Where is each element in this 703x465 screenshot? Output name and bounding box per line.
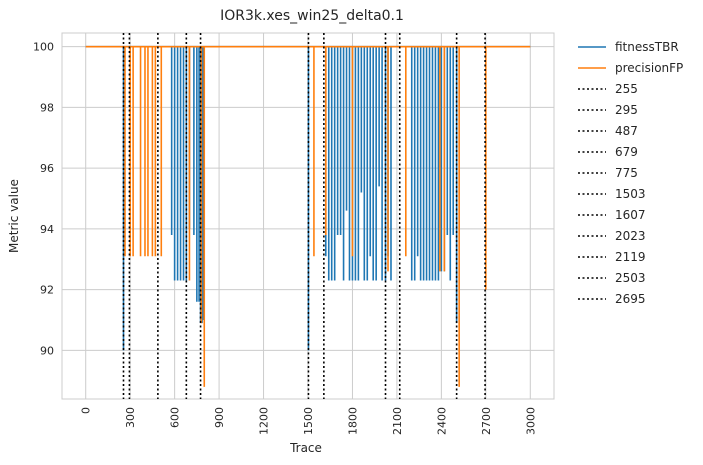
x-axis-ticks: 0 300 600 900 1200 1500 1800 2100 2400 2700 3000 [80,407,538,435]
x-tick-label: 300 [124,407,137,428]
series-lines [85,45,531,387]
x-tick-label: 0 [80,407,93,414]
x-tick-label: 3000 [524,407,537,435]
x-tick-label: 1500 [302,407,315,435]
legend-label: 1503 [615,187,646,201]
x-tick-label: 900 [213,407,226,428]
y-tick-label: 94 [40,223,54,236]
legend-label: 2695 [615,292,646,306]
legend-label: 2503 [615,271,646,285]
y-axis-ticks: 90 92 94 96 98 100 [33,41,54,358]
legend-label: precisionFP [615,61,683,75]
legend-label: 775 [615,166,638,180]
y-tick-label: 100 [33,41,54,54]
x-tick-label: 600 [169,407,182,428]
y-tick-label: 96 [40,162,54,175]
legend-label: fitnessTBR [615,40,679,54]
y-tick-label: 98 [40,101,54,114]
x-tick-label: 2100 [391,407,404,435]
x-tick-label: 1800 [346,407,359,435]
legend-label: 295 [615,103,638,117]
y-axis-label: Metric value [7,179,21,253]
x-tick-label: 2400 [435,407,448,435]
legend-label: 487 [615,124,638,138]
legend-label: 679 [615,145,638,159]
y-tick-label: 90 [40,344,54,357]
legend-label: 2119 [615,250,646,264]
legend-label: 1607 [615,208,646,222]
chart-title: IOR3k.xes_win25_delta0.1 [220,8,404,24]
y-tick-label: 92 [40,284,54,297]
x-tick-label: 1200 [258,407,271,435]
legend: fitnessTBR precisionFP 255 295 487 679 775 1503… [578,40,683,306]
x-axis-label: Trace [289,441,322,455]
legend-label: 255 [615,82,638,96]
legend-label: 2023 [615,229,646,243]
x-tick-label: 2700 [480,407,493,435]
